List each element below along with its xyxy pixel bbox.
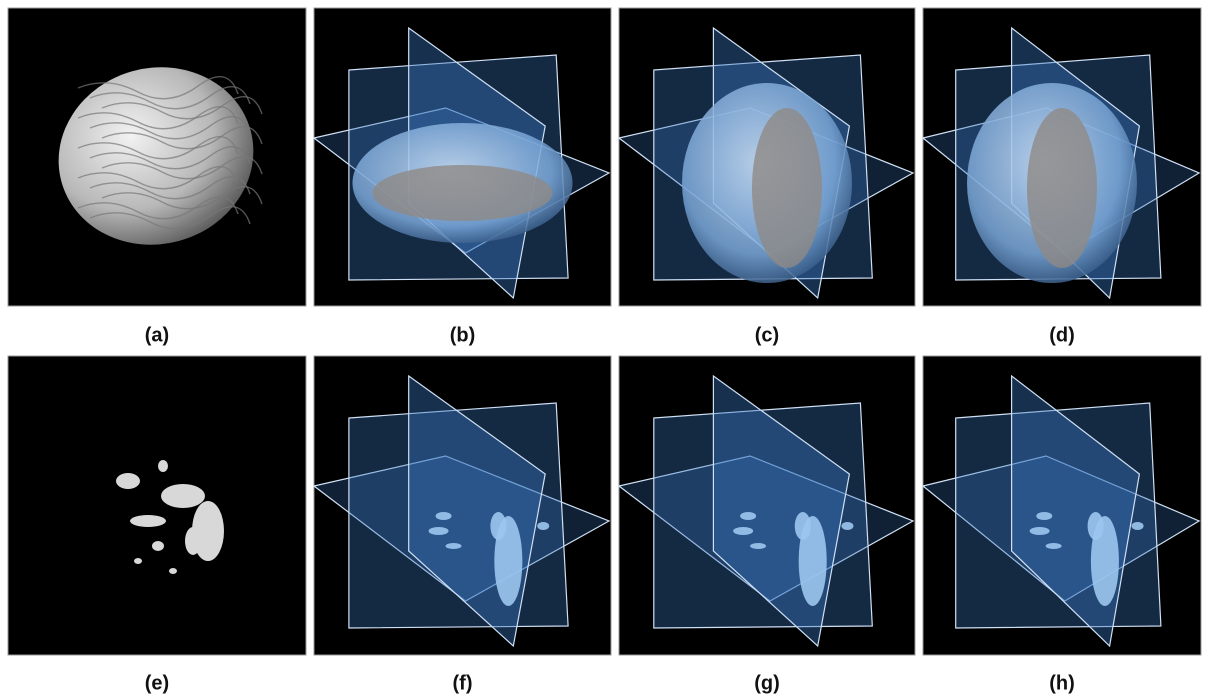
panel-label: (h) bbox=[1049, 672, 1075, 694]
lesion bbox=[740, 512, 756, 520]
panel-label: (g) bbox=[754, 672, 780, 694]
lesion bbox=[169, 568, 177, 574]
panel-label: (a) bbox=[145, 324, 169, 346]
lesion bbox=[733, 527, 753, 535]
panel bbox=[314, 8, 611, 306]
lesion bbox=[1091, 516, 1119, 606]
lesion bbox=[1046, 543, 1062, 549]
figure: (a) (b) (c) (d) (e) (f) (g) (h) bbox=[0, 0, 1209, 696]
lesion bbox=[841, 522, 853, 530]
lesion bbox=[799, 516, 827, 606]
lesion bbox=[494, 516, 522, 606]
panel bbox=[314, 356, 611, 655]
lesion bbox=[152, 541, 164, 551]
lesion bbox=[134, 558, 142, 564]
lesion bbox=[446, 543, 462, 549]
lesion bbox=[116, 473, 140, 489]
panel bbox=[619, 8, 915, 306]
brain-slice bbox=[1027, 108, 1097, 268]
lesion bbox=[1132, 522, 1144, 530]
panel bbox=[619, 356, 915, 655]
brain-slice bbox=[373, 165, 553, 221]
lesion bbox=[436, 512, 452, 520]
lesion bbox=[185, 527, 201, 555]
panel bbox=[923, 356, 1201, 655]
panel-label: (e) bbox=[145, 672, 169, 694]
panel bbox=[923, 8, 1201, 306]
panel-grid bbox=[8, 8, 1201, 655]
panel-label: (f) bbox=[453, 672, 473, 694]
panel bbox=[8, 356, 306, 655]
lesion bbox=[1030, 527, 1050, 535]
lesion bbox=[750, 543, 766, 549]
lesion bbox=[429, 527, 449, 535]
lesion bbox=[161, 484, 205, 508]
panel bbox=[8, 8, 306, 306]
lesion bbox=[158, 460, 168, 472]
panel-label: (c) bbox=[755, 324, 779, 346]
lesion bbox=[1036, 512, 1052, 520]
panel-label: (b) bbox=[450, 324, 476, 346]
lesion bbox=[130, 515, 166, 527]
brain-slice bbox=[752, 108, 822, 268]
panel-label: (d) bbox=[1049, 324, 1075, 346]
lesion bbox=[537, 522, 549, 530]
panel-background bbox=[8, 356, 306, 655]
